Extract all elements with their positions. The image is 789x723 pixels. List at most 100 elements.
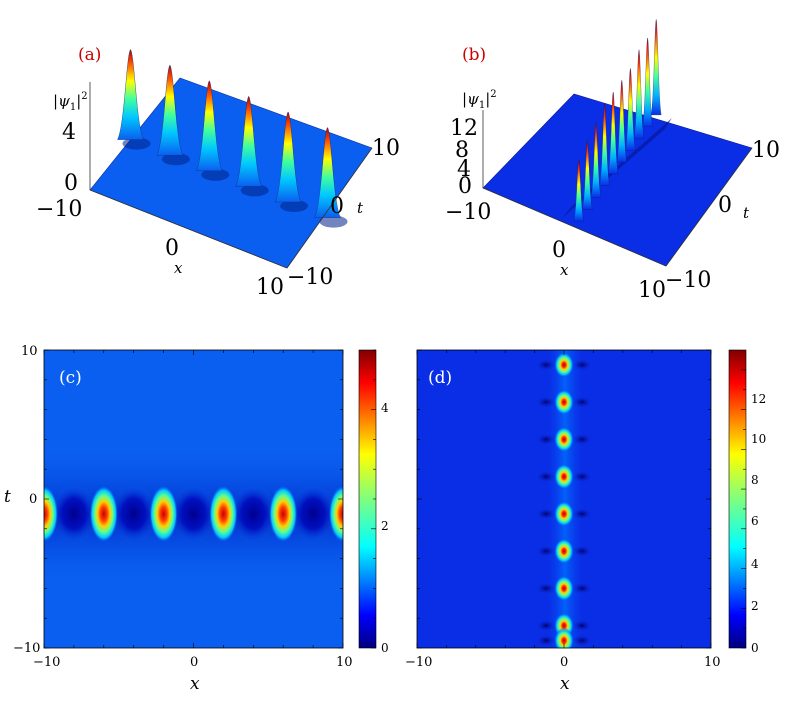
heatmap-d-ticks xyxy=(416,349,712,649)
heatmap-d-wing-left-8 xyxy=(536,634,556,647)
surface-b-peak-9 xyxy=(651,18,662,116)
heatmap-d-xtick-min: −10 xyxy=(405,655,432,670)
surface-b-peak-7 xyxy=(633,49,645,139)
heatmap-c-ylabel: t xyxy=(4,487,11,507)
panel-b-xtick-max: 10 xyxy=(638,278,666,303)
heatmap-d-peak-3 xyxy=(554,463,574,490)
panel-d-label: (d) xyxy=(428,368,452,388)
surface-a-peak-5 xyxy=(314,127,341,218)
heatmap-c-xtick-max: 10 xyxy=(336,655,353,670)
heatmap-d-wing-right-0 xyxy=(572,358,592,371)
panel-b-label: (b) xyxy=(462,45,486,65)
panel-a-ttick-max: 10 xyxy=(372,136,400,161)
heatmap-c-peak-2 xyxy=(149,485,178,542)
heatmap-d-wing-right-7 xyxy=(572,619,592,632)
axis-a-t xyxy=(286,147,373,269)
panel-b-xlabel: x xyxy=(560,261,569,279)
panel-a-zlabel: |ψ1|2 xyxy=(53,91,88,113)
heatmap-d-peak-1 xyxy=(554,389,574,416)
heatmap-d-wing-right-2 xyxy=(572,433,592,446)
colorbar-d-tick-4: 4 xyxy=(751,557,759,571)
heatmap-d-wing-right-1 xyxy=(572,396,592,409)
surface-b-peak-0 xyxy=(573,159,584,222)
heatmap-d-peak-2 xyxy=(554,426,574,453)
heatmap-c-dip-4 xyxy=(289,483,338,544)
heatmap-c-peak-0 xyxy=(44,485,58,542)
panel-b-ttick-mid: 0 xyxy=(718,193,732,218)
surface-a-dip-5 xyxy=(319,215,348,228)
heatmap-c-dip-1 xyxy=(109,483,158,544)
heatmap-c-xtick-min: −10 xyxy=(33,655,60,670)
surface-b-floor xyxy=(482,93,753,267)
heatmap-d-marks xyxy=(536,351,592,648)
heatmap-c-peak-5 xyxy=(329,485,343,542)
heatmap-d-wing-right-5 xyxy=(572,545,592,558)
surface-a-dip-1 xyxy=(161,153,190,166)
colorbar-d-ticks xyxy=(741,369,746,649)
surface-a-peak-4 xyxy=(274,111,302,203)
heatmap-d-wing-left-1 xyxy=(536,396,556,409)
colorbar-d-tick-8: 8 xyxy=(751,473,759,487)
heatmap-c-dip-2 xyxy=(169,483,218,544)
heatmap-c-ytick-top: 10 xyxy=(21,344,38,359)
colorbar-d-tick-10: 10 xyxy=(751,432,766,446)
heatmap-c-peak-3 xyxy=(209,485,238,542)
colorbar-d-tick-0: 0 xyxy=(751,641,759,655)
surface-b-peak-4 xyxy=(608,91,619,175)
surface-a-peak-3 xyxy=(235,96,263,187)
panel-c: (c) 10 0 −10 −10 0 10 x t 4 2 0 xyxy=(4,344,389,694)
surface-b-peak-3 xyxy=(599,103,610,186)
surface-b-peak-5 xyxy=(616,79,627,163)
heatmap-c-peak-4 xyxy=(269,485,298,542)
panel-a-xlabel: x xyxy=(174,259,183,277)
colorbar-d-tick-6: 6 xyxy=(751,514,759,528)
heatmap-d-wing-left-3 xyxy=(536,470,556,483)
colorbar-c-ticks xyxy=(371,349,376,649)
heatmap-d-wing-right-6 xyxy=(572,582,592,595)
panel-d: (d) −10 0 10 x 12 10 8 6 4 2 0 xyxy=(405,349,766,694)
heatmap-d-wing-left-2 xyxy=(536,433,556,446)
colorbar-d xyxy=(728,349,747,649)
panel-a-ttick-min: −10 xyxy=(287,265,333,290)
heatmap-c-ticks xyxy=(43,349,344,649)
heatmap-c-xlabel: x xyxy=(190,674,200,694)
panel-a-xtick-mid: 0 xyxy=(165,236,179,261)
panel-a-label: (a) xyxy=(78,45,101,65)
panel-a-ztick-4: 4 xyxy=(62,120,76,145)
surface-a-peak-0 xyxy=(117,49,144,140)
heatmap-c-marks xyxy=(44,483,343,544)
surface-a-dip-3 xyxy=(240,184,269,197)
panel-c-label: (c) xyxy=(59,368,82,388)
panel-a-ztick-0: 0 xyxy=(64,171,78,196)
axis-b-t xyxy=(665,147,753,267)
heatmap-d-peak-0 xyxy=(554,351,574,378)
heatmap-c-peak-1 xyxy=(89,485,118,542)
surface-a-dip-2 xyxy=(201,168,230,181)
surface-b-peak-1 xyxy=(582,140,593,210)
surface-b-peak-6 xyxy=(625,67,636,151)
panel-a-tlabel: t xyxy=(357,199,364,217)
panel-b: (b) |ψ1|2 12 8 4 0 −10 0 10 x 10 0 t −10 xyxy=(445,18,780,303)
panel-a: (a) |ψ1|2 4 0 −10 0 10 x 10 0 t −10 xyxy=(36,45,400,300)
heatmap-d-wing-left-4 xyxy=(536,507,556,520)
heatmap-c-dip-0 xyxy=(49,483,98,544)
colorbar-c-tick-4: 4 xyxy=(381,401,389,415)
heatmap-d-wing-right-3 xyxy=(572,470,592,483)
panel-a-xtick-max: 10 xyxy=(256,275,284,300)
heatmap-c-xtick-mid: 0 xyxy=(190,655,198,670)
surface-b-peak-2 xyxy=(590,122,602,198)
panel-b-xtick-min: −10 xyxy=(445,200,491,225)
surface-b-peaks xyxy=(573,18,662,222)
heatmap-c-dip-3 xyxy=(229,483,278,544)
heatmap-d-wing-left-5 xyxy=(536,545,556,558)
heatmap-d-peak-5 xyxy=(554,538,574,565)
surface-a-peak-1 xyxy=(156,64,184,156)
surface-a-dip-4 xyxy=(280,200,309,212)
heatmap-d-xtick-max: 10 xyxy=(704,655,721,670)
heatmap-d-wing-left-0 xyxy=(536,358,556,371)
heatmap-c-ytick-mid: 0 xyxy=(29,492,37,507)
heatmap-d-xtick-mid: 0 xyxy=(560,655,568,670)
surface-a-peak-2 xyxy=(195,80,223,171)
surface-a-dip-0 xyxy=(122,137,151,150)
